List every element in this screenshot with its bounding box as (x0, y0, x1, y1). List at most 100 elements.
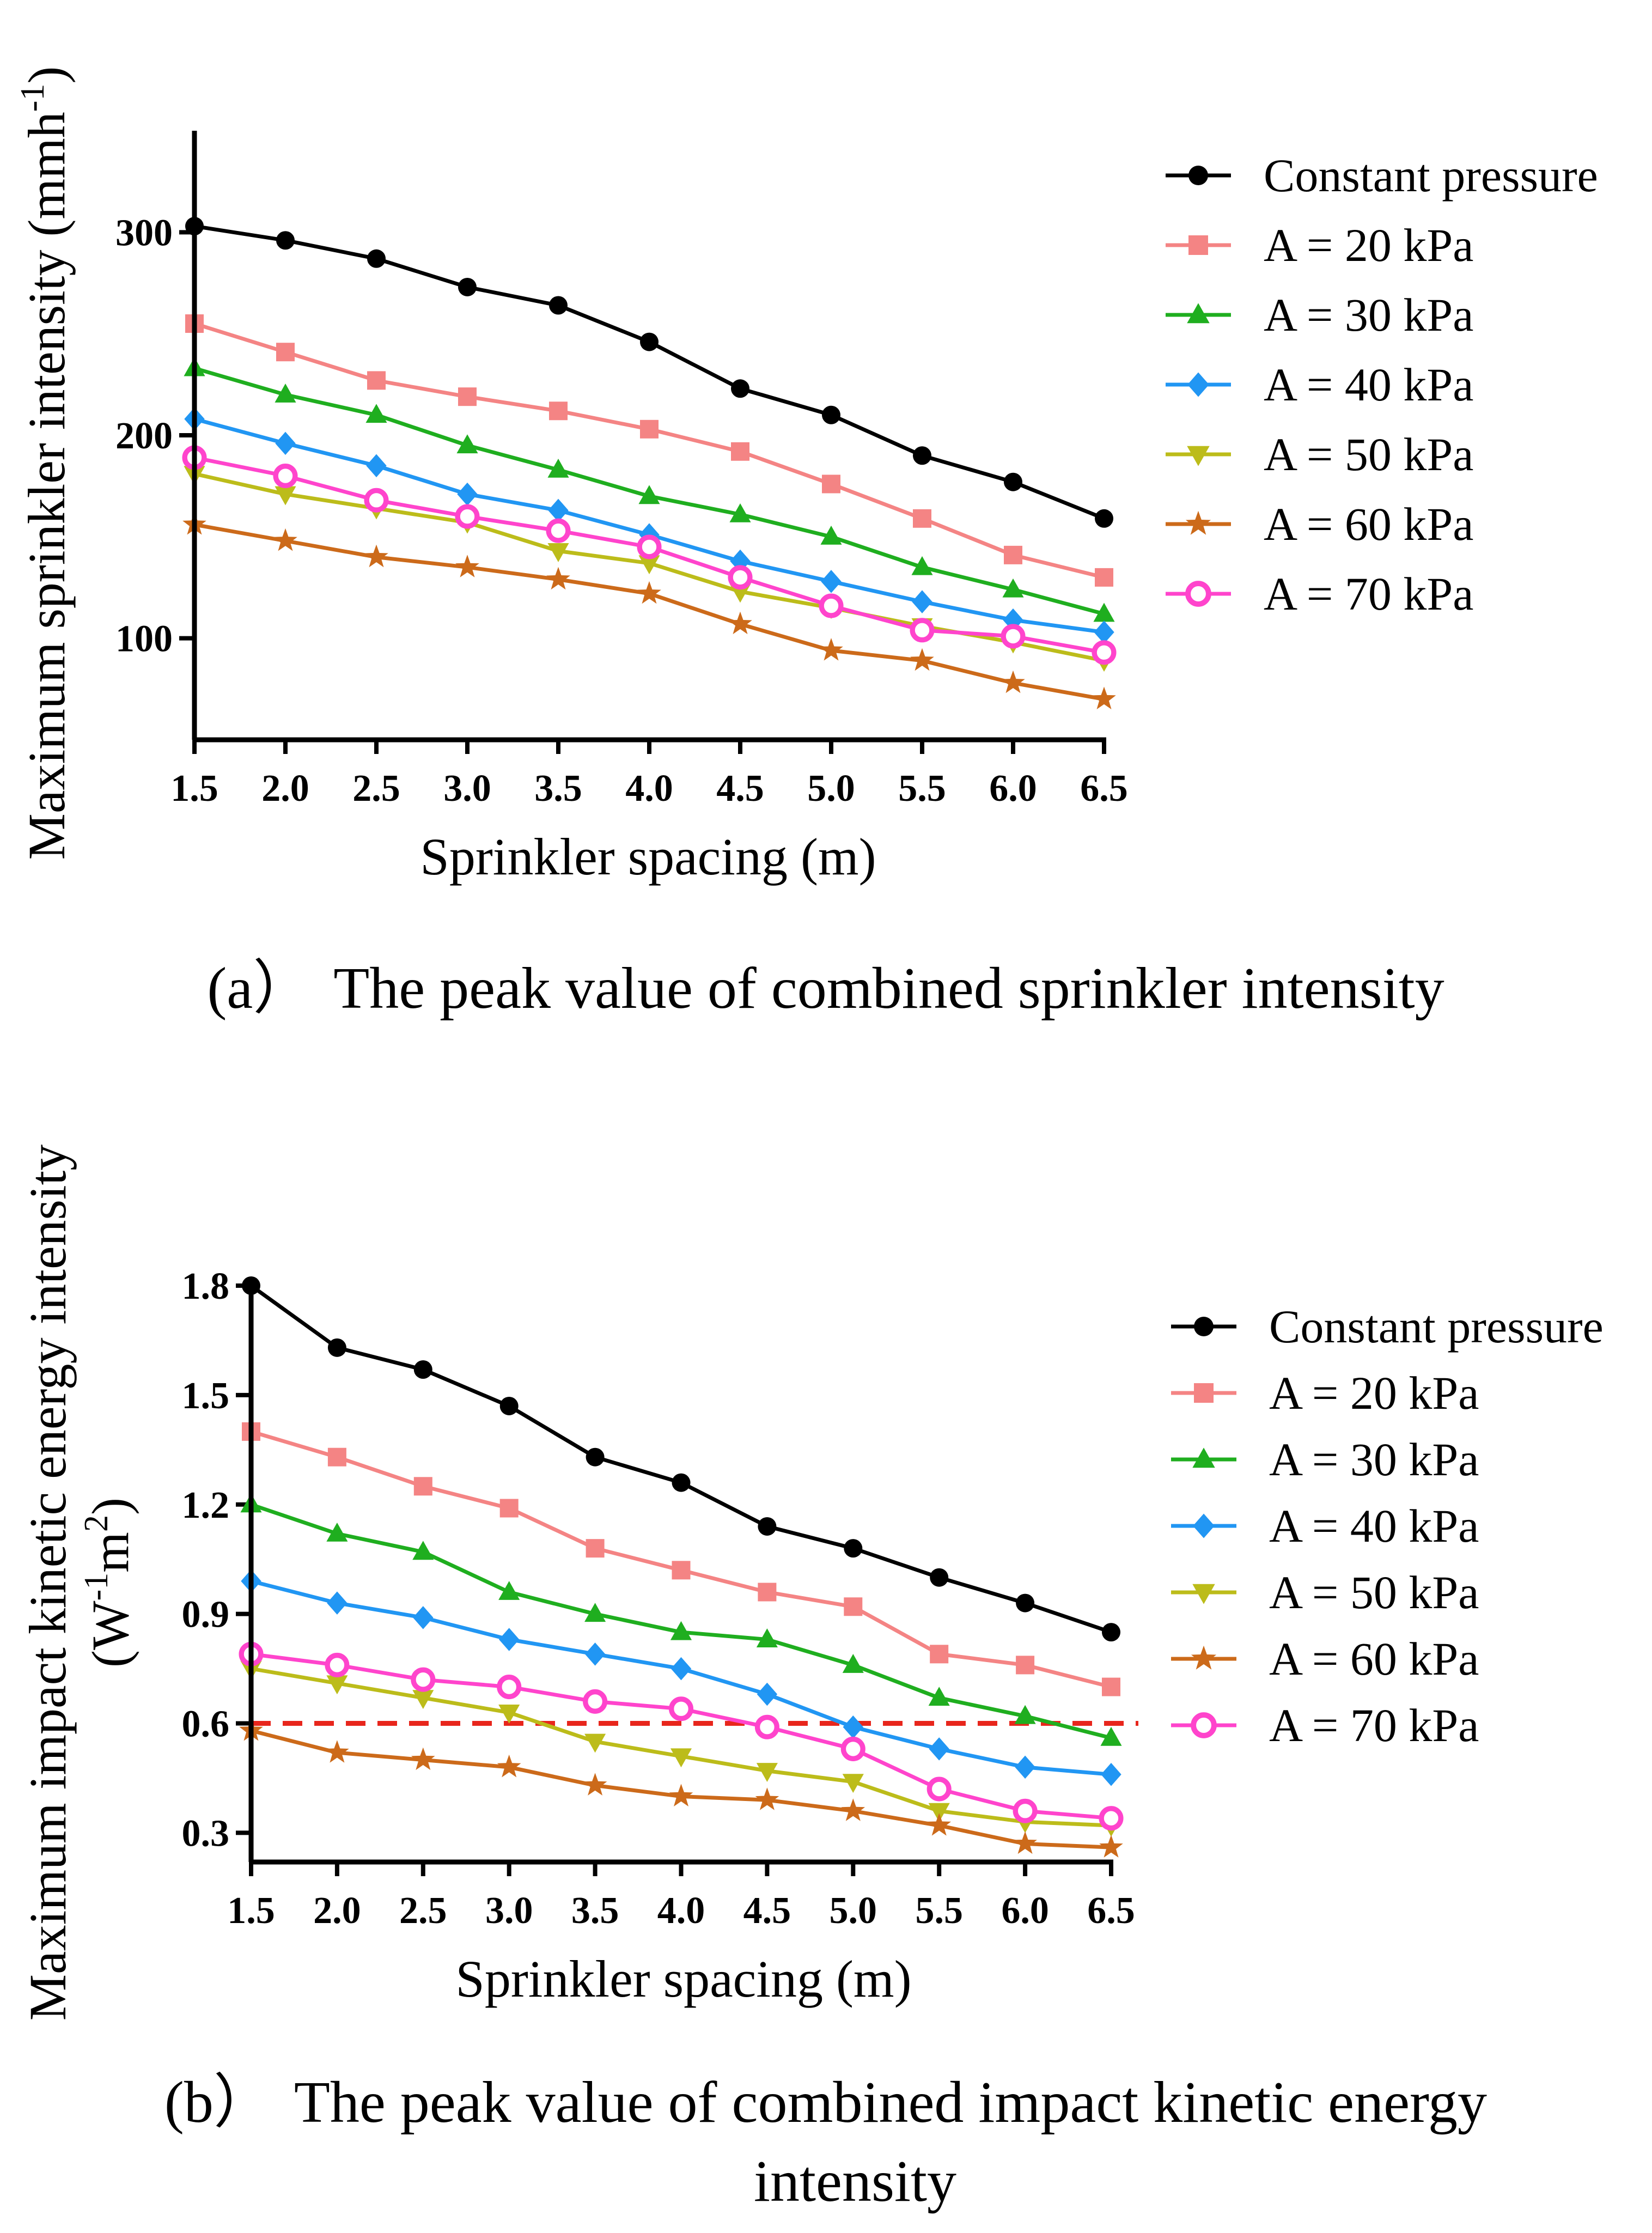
panel-b-data-point (584, 1603, 606, 1622)
panel-b-data-point (1013, 1798, 1038, 1823)
panel-b-data-point (926, 1776, 952, 1802)
panel-a-data-point (912, 590, 932, 613)
panel-a-legend-label: A = 70 kPa (1264, 568, 1473, 620)
panel-b-x-tick-label: 1.5 (227, 1890, 275, 1932)
panel-a-x-tick-label: 6.0 (989, 768, 1037, 810)
panel-b-data-point (670, 1657, 692, 1681)
panel-a-data-point (455, 555, 479, 577)
panel-a-data-point (367, 249, 386, 268)
panel-b-data-point (840, 1736, 865, 1761)
panel-b-legend-label: A = 30 kPa (1269, 1433, 1479, 1486)
panel-a-data-point (547, 543, 569, 562)
panel-a-data-point (910, 618, 935, 643)
panel-a-data-point (275, 431, 296, 455)
panel-a-data-point (457, 482, 478, 506)
panel-a-legend-marker (1187, 303, 1210, 324)
panel-a-data-point (455, 504, 480, 529)
panel-a-legend-label: A = 30 kPa (1264, 289, 1473, 341)
panel-b-data-point (327, 1338, 346, 1357)
panel-a-data-point (1004, 545, 1022, 564)
panel-a-data-point (458, 277, 477, 296)
panel-b-series-line (251, 1429, 1112, 1689)
panel-a-legend-marker (1188, 235, 1208, 255)
panel-b-caption: (b） The peak value of combined impact kin… (164, 2070, 1487, 2135)
panel-b-x-tick-label: 2.5 (399, 1890, 447, 1932)
panel-a-data-point (456, 434, 478, 454)
panel-b-x-tick-label: 2.0 (313, 1890, 361, 1932)
panel-b-y-tick-label: 0.9 (182, 1594, 230, 1636)
panel-a-data-point (1092, 686, 1116, 709)
panel-b-x-tick-label: 3.0 (485, 1890, 533, 1932)
panel-b-data-point (929, 1737, 949, 1761)
panel-a-legend-label: A = 40 kPa (1264, 358, 1473, 411)
panel-a-x-tick-label: 3.0 (443, 768, 491, 810)
panel-a-data-point (273, 464, 298, 489)
panel-b-y-axis-label-2b: m (81, 1532, 139, 1573)
panel-b-legend-item: A = 40 kPa (1171, 1500, 1479, 1552)
panel-b-x-tick-label: 5.5 (915, 1890, 963, 1932)
panel-b-data-point (326, 1675, 348, 1695)
panel-b-legend-marker (1191, 1712, 1217, 1738)
panel-a-x-tick-label: 2.5 (352, 768, 400, 810)
panel-a-data-point (640, 419, 659, 439)
panel-b-y-tick-label: 0.6 (182, 1703, 230, 1745)
panel-a-data-point (458, 387, 477, 406)
panel-a-legend-label: A = 60 kPa (1264, 498, 1473, 550)
panel-b-data-point (1014, 1705, 1036, 1724)
panel-a-x-axis-label: Sprinkler spacing (m) (420, 828, 876, 886)
panel-b-series-4 (240, 1660, 1122, 1837)
panel-a-legend-marker (1185, 581, 1211, 607)
panel-b-y-axis-label-sup1: -1 (78, 1573, 115, 1601)
panel-b-y-axis-label-sup2: 2 (78, 1515, 115, 1532)
panel-a-data-point (364, 488, 389, 513)
panel-a-data-point (822, 405, 840, 424)
panel-b-legend-item: A = 70 kPa (1171, 1699, 1479, 1751)
panel-a-legend-marker (1185, 510, 1211, 535)
panel-b-legend-label: A = 60 kPa (1269, 1633, 1479, 1685)
panel-a-data-point (728, 565, 753, 590)
panel-a-y-tick-label: 300 (115, 212, 173, 254)
panel-a-data-point (1095, 509, 1113, 528)
panel-b-x-tick-label: 6.0 (1001, 1890, 1049, 1932)
panel-b-data-point (843, 1715, 863, 1739)
panel-b-series (239, 1276, 1124, 1858)
panel-a-data-point (638, 485, 660, 504)
panel-b-series-0 (242, 1276, 1120, 1642)
panel-b-data-point (1015, 1755, 1035, 1779)
panel-b-data-point (756, 1628, 778, 1647)
panel-b-data-point (842, 1774, 864, 1793)
panel-b-x-tick-label: 3.5 (571, 1890, 619, 1932)
panel-a-legend-marker (1187, 372, 1209, 397)
panel-a-legend-label: Constant pressure (1264, 149, 1598, 202)
panel-b-data-point (497, 1754, 521, 1778)
panel-a-data-point (819, 593, 844, 618)
panel-a-data-point (275, 486, 296, 506)
panel-b-caption-text: The peak value of combined impact kineti… (294, 2070, 1487, 2135)
panel-b-data-point (930, 1645, 949, 1664)
panel-b-y-tick-label: 1.5 (182, 1375, 230, 1417)
panel-a-data-point (546, 567, 570, 590)
panel-a-data-point (273, 528, 297, 551)
panel-b-data-point (327, 1591, 348, 1615)
panel-b-data-point (842, 1654, 864, 1673)
panel-a-data-point (910, 648, 934, 671)
panel-a-data-point (546, 518, 571, 543)
panel-b-data-point (1016, 1656, 1035, 1675)
panel-a-data-point (1093, 603, 1115, 622)
panel-b-y-tick-label: 0.3 (182, 1812, 230, 1854)
panel-b-legend-label: Constant pressure (1269, 1300, 1604, 1353)
panel-b-data-point (1013, 1831, 1037, 1854)
panel-b-legend-label: A = 50 kPa (1269, 1566, 1479, 1619)
panel-a-y-axis-label-sup: -1 (14, 84, 51, 112)
panel-a-data-point (913, 509, 931, 528)
panel-b-data-point (499, 1396, 519, 1415)
panel-b-y-axis-label-line1: Maximum impact kinetic energy intensity (19, 1145, 77, 2021)
panel-b-data-point (1101, 1763, 1121, 1786)
panel-a-x-tick-label: 4.0 (625, 768, 673, 810)
panel-b-series-line (249, 1284, 1112, 1634)
panel-b-data-point (757, 1682, 778, 1706)
panel-a-data-point (821, 570, 842, 593)
panel-a-data-point (729, 583, 751, 603)
panel-b-legend-item: A = 20 kPa (1171, 1367, 1479, 1419)
